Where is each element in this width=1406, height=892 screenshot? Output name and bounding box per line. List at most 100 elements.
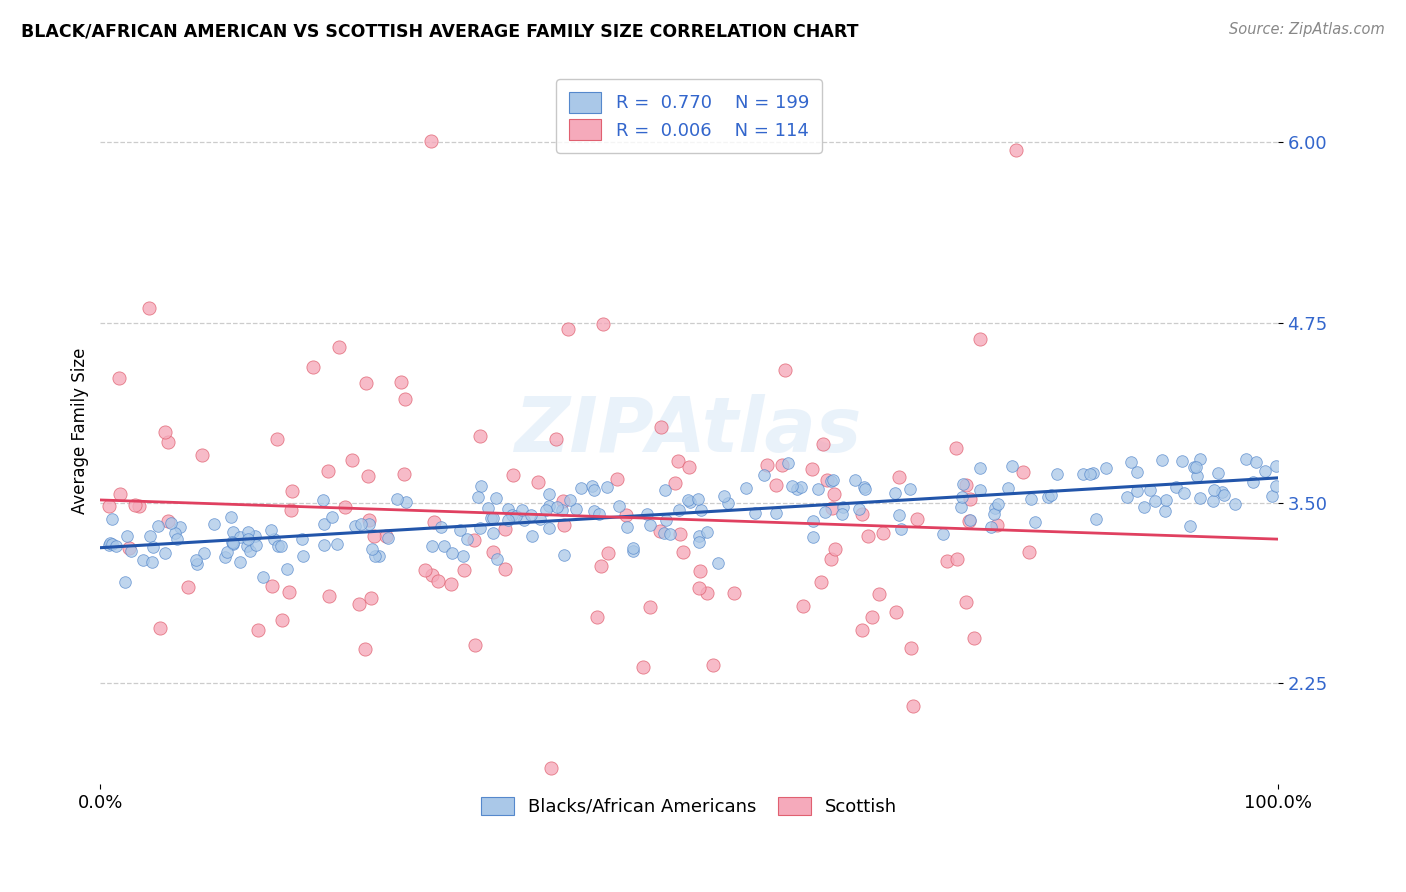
Text: Source: ZipAtlas.com: Source: ZipAtlas.com bbox=[1229, 22, 1385, 37]
Point bbox=[1188, 491, 1211, 505]
Point bbox=[280, 503, 302, 517]
Point bbox=[588, 507, 610, 521]
Point bbox=[1178, 519, 1201, 533]
Point bbox=[950, 490, 973, 504]
Point bbox=[792, 599, 814, 614]
Point bbox=[1019, 491, 1042, 506]
Point bbox=[1126, 465, 1149, 479]
Point bbox=[215, 545, 238, 559]
Point bbox=[723, 586, 745, 600]
Point bbox=[153, 425, 176, 439]
Point bbox=[1139, 483, 1161, 498]
Point bbox=[659, 527, 682, 541]
Point bbox=[679, 495, 702, 509]
Point bbox=[945, 441, 967, 455]
Point bbox=[1036, 490, 1059, 504]
Point bbox=[752, 468, 775, 483]
Point bbox=[321, 510, 343, 524]
Point bbox=[1081, 466, 1104, 480]
Point bbox=[955, 594, 977, 608]
Point bbox=[202, 516, 225, 531]
Point bbox=[464, 638, 486, 652]
Point bbox=[128, 499, 150, 513]
Point bbox=[312, 538, 335, 552]
Point bbox=[354, 376, 377, 391]
Point bbox=[385, 491, 408, 506]
Point bbox=[811, 437, 834, 451]
Point bbox=[702, 657, 724, 672]
Point bbox=[485, 551, 508, 566]
Point bbox=[558, 493, 581, 508]
Point bbox=[668, 503, 690, 517]
Point bbox=[1004, 143, 1026, 157]
Point bbox=[851, 623, 873, 637]
Point bbox=[177, 580, 200, 594]
Point bbox=[537, 521, 560, 535]
Text: BLACK/AFRICAN AMERICAN VS SCOTTISH AVERAGE FAMILY SIZE CORRELATION CHART: BLACK/AFRICAN AMERICAN VS SCOTTISH AVERA… bbox=[21, 22, 859, 40]
Point bbox=[328, 340, 350, 354]
Point bbox=[222, 524, 245, 539]
Point bbox=[451, 549, 474, 563]
Point bbox=[100, 537, 122, 551]
Point bbox=[1121, 455, 1143, 469]
Point bbox=[364, 549, 387, 564]
Point bbox=[546, 500, 568, 515]
Point bbox=[538, 487, 561, 501]
Point bbox=[271, 613, 294, 627]
Point bbox=[688, 581, 710, 595]
Point bbox=[501, 508, 523, 523]
Point bbox=[357, 469, 380, 483]
Point bbox=[377, 531, 399, 545]
Point bbox=[553, 518, 575, 533]
Point bbox=[831, 507, 853, 521]
Point bbox=[124, 499, 146, 513]
Point bbox=[815, 473, 838, 487]
Point bbox=[505, 509, 527, 524]
Point bbox=[598, 546, 620, 560]
Point bbox=[582, 504, 605, 518]
Point bbox=[243, 529, 266, 543]
Point bbox=[485, 491, 508, 505]
Point bbox=[638, 517, 661, 532]
Point bbox=[686, 491, 709, 506]
Point bbox=[420, 568, 443, 582]
Point bbox=[1241, 475, 1264, 489]
Point bbox=[735, 481, 758, 495]
Point bbox=[291, 549, 314, 564]
Point bbox=[156, 434, 179, 449]
Point bbox=[848, 502, 870, 516]
Point bbox=[801, 514, 824, 528]
Point bbox=[853, 482, 876, 496]
Point bbox=[638, 599, 661, 614]
Point bbox=[889, 469, 911, 483]
Point bbox=[858, 529, 880, 543]
Point bbox=[326, 537, 349, 551]
Point bbox=[1261, 489, 1284, 503]
Point bbox=[678, 460, 700, 475]
Point bbox=[494, 522, 516, 536]
Y-axis label: Average Family Size: Average Family Size bbox=[72, 348, 89, 514]
Point bbox=[689, 564, 711, 578]
Point bbox=[104, 539, 127, 553]
Point bbox=[100, 536, 122, 550]
Point bbox=[616, 520, 638, 534]
Point bbox=[959, 513, 981, 527]
Point bbox=[350, 516, 373, 531]
Point bbox=[775, 363, 797, 377]
Point bbox=[633, 660, 655, 674]
Point bbox=[527, 475, 550, 490]
Point bbox=[586, 610, 609, 624]
Point bbox=[363, 529, 385, 543]
Point bbox=[245, 538, 267, 552]
Point bbox=[782, 479, 804, 493]
Point bbox=[278, 584, 301, 599]
Point bbox=[652, 526, 675, 541]
Point bbox=[538, 500, 561, 514]
Point bbox=[318, 590, 340, 604]
Point bbox=[166, 532, 188, 546]
Point bbox=[470, 520, 492, 534]
Point bbox=[1024, 516, 1046, 530]
Point bbox=[153, 546, 176, 560]
Point bbox=[236, 524, 259, 539]
Point bbox=[689, 502, 711, 516]
